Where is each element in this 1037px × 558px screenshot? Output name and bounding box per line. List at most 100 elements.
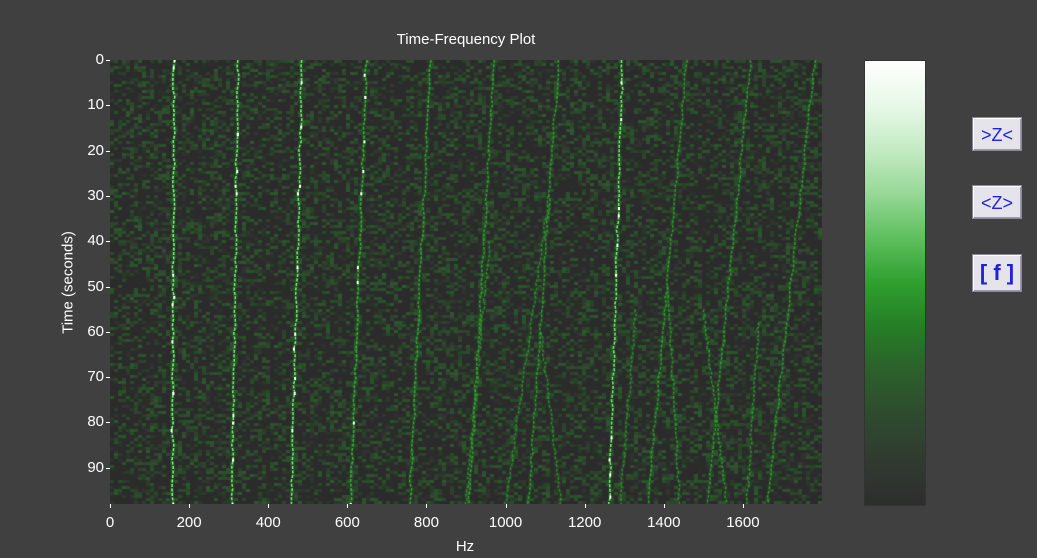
ridge-peak-7 [615, 273, 618, 277]
harmonic-ridges [169, 60, 818, 504]
x-tick-mark [426, 504, 428, 508]
ridge-peak-0 [172, 273, 175, 277]
x-axis-label: Hz [455, 538, 475, 555]
x-tick-label: 1200 [567, 514, 602, 531]
ridge-peak-2 [291, 429, 294, 432]
y-tick-mark [106, 422, 110, 424]
spectrogram-heatmap[interactable] [110, 60, 822, 504]
x-tick-mark [110, 504, 111, 508]
y-tick-mark [106, 60, 110, 61]
y-tick-mark [106, 195, 110, 197]
x-tick-mark [189, 504, 191, 508]
y-tick-mark [106, 377, 110, 379]
x-tick-label: 1600 [726, 514, 760, 531]
ridge-peak-0 [171, 303, 174, 307]
x-tick-mark [584, 504, 586, 508]
harmonic-ridge-15 [702, 308, 729, 504]
ridge-peak-1 [234, 184, 237, 188]
ridge-peak-1 [232, 414, 235, 418]
ridge-peak-3 [352, 421, 355, 425]
ridge-peak-2 [292, 347, 295, 351]
ridge-glow-1 [229, 60, 241, 504]
x-tick-mark [742, 504, 744, 508]
ridge-peak-1 [232, 458, 235, 462]
ridge-peak-3 [360, 192, 363, 196]
x-tick-label: 400 [255, 514, 281, 531]
x-tick-mark [268, 504, 270, 508]
harmonic-ridge-12 [464, 241, 491, 504]
zoom-out-button[interactable]: <Z> [972, 185, 1022, 219]
ridge-peak-0 [170, 429, 173, 432]
ridge-glow-14 [618, 309, 639, 504]
ridge-peak-7 [616, 244, 619, 247]
ridge-peak-2 [294, 377, 297, 381]
harmonic-ridge-16 [745, 322, 761, 504]
zoom-in-button[interactable]: >Z< [972, 117, 1022, 151]
y-tick-label: 70 [87, 368, 104, 386]
ridge-peak-7 [610, 436, 613, 440]
ridge-peak-2 [300, 81, 303, 85]
y-tick-label: 0 [95, 51, 104, 68]
ridge-peak-7 [617, 214, 620, 218]
ridge-peak-0 [173, 60, 176, 62]
plot-area[interactable] [110, 60, 822, 504]
y-tick-label: 40 [87, 232, 104, 250]
harmonic-ridge-6 [526, 60, 560, 504]
y-tick-mark [106, 331, 110, 333]
y-tick-mark [106, 241, 110, 243]
ridge-peak-2 [296, 266, 299, 270]
harmonic-ridge-2 [290, 60, 303, 504]
x-tick-label: 800 [413, 514, 439, 531]
harmonic-ridge-0 [170, 60, 176, 504]
ridge-peak-0 [173, 295, 176, 299]
x-tick-label: 200 [176, 514, 202, 531]
ridge-peak-7 [617, 207, 620, 210]
ridge-peak-0 [171, 340, 174, 344]
plot-title: Time-Frequency Plot [396, 31, 536, 48]
y-tick-mark [106, 150, 110, 152]
y-tick-mark [106, 286, 110, 288]
ridge-peak-7 [620, 118, 623, 122]
ridge-peak-3 [356, 266, 359, 270]
harmonic-ridge-4 [408, 60, 432, 504]
x-tick-mark [663, 504, 665, 508]
ridge-peak-7 [609, 495, 612, 499]
harmonic-ridge-17 [540, 331, 562, 504]
ridge-glow-8 [646, 60, 690, 504]
harmonic-ridge-13 [666, 286, 681, 504]
ridge-peak-7 [608, 458, 611, 462]
ridge-peak-2 [299, 184, 301, 188]
colorbar [864, 60, 926, 506]
frequency-button[interactable]: [ f ] [972, 254, 1022, 292]
ridge-peak-3 [362, 170, 365, 173]
y-tick-label: 90 [87, 458, 104, 476]
harmonic-ridge-3 [349, 60, 369, 504]
x-tick-label: 0 [105, 514, 115, 531]
y-tick-label: 80 [87, 413, 104, 431]
ridge-peak-1 [235, 192, 238, 196]
x-tick-label: 1000 [488, 514, 523, 531]
harmonic-ridge-5 [467, 60, 496, 504]
y-tick-label: 60 [87, 322, 104, 340]
y-tick-mark [106, 467, 110, 469]
ridge-peak-7 [620, 81, 623, 85]
harmonic-ridge-8 [647, 60, 689, 504]
ridge-peak-0 [172, 503, 175, 504]
ridge-peak-1 [236, 133, 239, 136]
ridge-peak-2 [300, 125, 303, 129]
y-tick-label: 50 [87, 277, 104, 295]
ridge-peak-1 [232, 421, 235, 425]
ridge-peak-7 [609, 473, 612, 477]
ridge-peak-3 [363, 73, 366, 77]
ridge-peak-2 [296, 192, 299, 196]
ridge-peak-3 [363, 140, 366, 144]
x-tick-mark [347, 504, 349, 508]
ridge-glow-12 [463, 241, 492, 504]
y-tick-mark [106, 105, 110, 107]
ridge-peak-0 [172, 66, 175, 70]
harmonic-ridge-10 [766, 60, 817, 504]
x-tick-label: 600 [334, 514, 360, 531]
ridge-peak-2 [294, 332, 297, 336]
y-tick-label: 10 [87, 96, 104, 114]
ridge-peak-3 [349, 503, 352, 504]
